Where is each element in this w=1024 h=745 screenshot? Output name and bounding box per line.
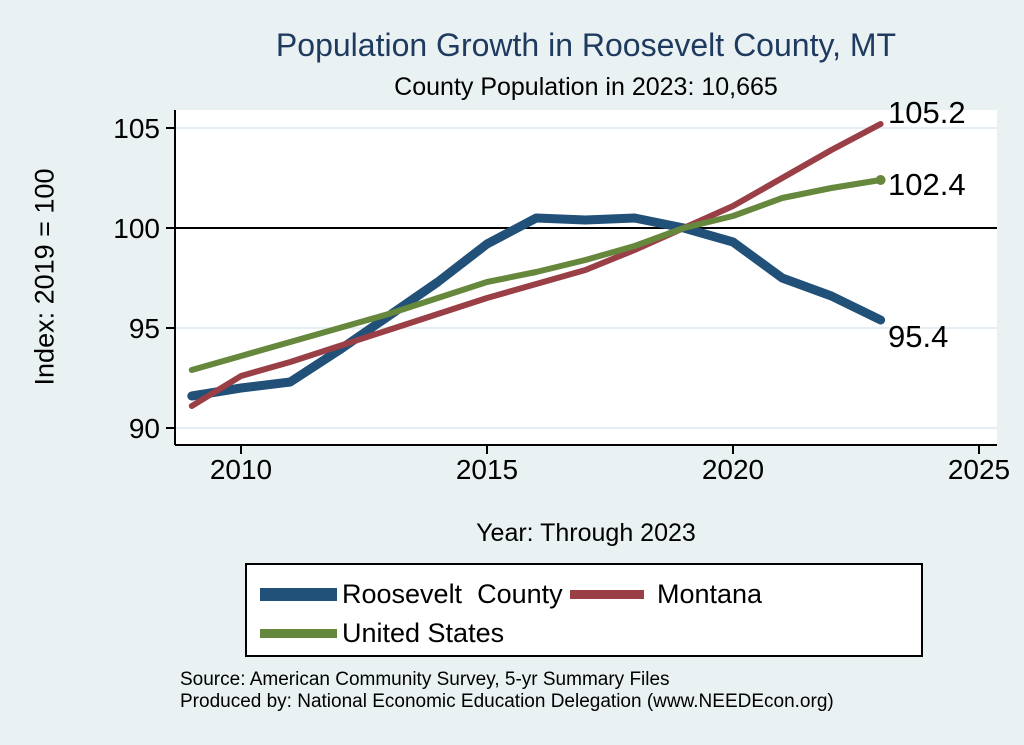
series-line-united-states xyxy=(188,177,884,373)
series-end-label-montana: 105.2 xyxy=(888,95,966,130)
legend: Roosevelt County Montana United States xyxy=(245,563,923,657)
footer-source: Source: American Community Survey, 5-yr … xyxy=(180,669,670,690)
footer-produced-by: Produced by: National Economic Education… xyxy=(180,691,834,712)
legend-label-roosevelt-county: Roosevelt County xyxy=(342,579,563,609)
chart-title: Population Growth in Roosevelt County, M… xyxy=(275,27,897,63)
chart-subtitle: County Population in 2023: 10,665 xyxy=(394,73,778,101)
series-end-marker-united-states xyxy=(875,175,886,185)
series-end-label-united-states: 102.4 xyxy=(888,167,966,202)
x-tick-label: 2025 xyxy=(948,454,1010,485)
x-tick-label: 2010 xyxy=(210,454,272,485)
y-tick-label: 100 xyxy=(113,213,160,244)
series-end-label-roosevelt-county: 95.4 xyxy=(888,319,948,354)
x-tick-label: 2015 xyxy=(456,454,518,485)
line-chart-plot: 90 95 100 105 2010 2015 2020 2025 95.4 105.2 102.4 xyxy=(113,95,1010,485)
y-tick-label: 105 xyxy=(113,113,160,144)
legend-label-montana: Montana xyxy=(657,579,763,609)
legend-swatch-montana xyxy=(570,590,644,599)
legend-swatch-united-states xyxy=(260,629,337,638)
series-line-montana xyxy=(188,121,884,409)
legend-swatch-roosevelt-county xyxy=(260,588,337,601)
y-axis-title: Index: 2019 = 100 xyxy=(29,168,60,386)
legend-label-united-states: United States xyxy=(342,618,505,648)
series-line-roosevelt-county xyxy=(187,213,886,401)
x-axis-title: Year: Through 2023 xyxy=(476,519,696,547)
y-tick-label: 90 xyxy=(129,413,160,444)
x-tick-label: 2020 xyxy=(702,454,764,485)
plot-area xyxy=(175,110,997,445)
y-tick-label: 95 xyxy=(129,313,160,344)
